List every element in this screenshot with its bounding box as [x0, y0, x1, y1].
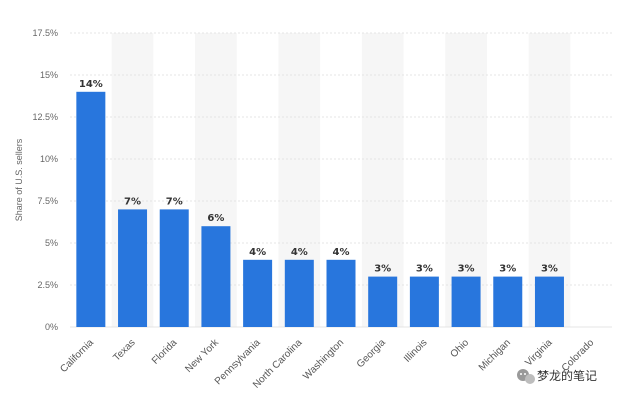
y-tick-label: 12.5% [32, 112, 58, 122]
bar-washington[interactable] [326, 259, 356, 327]
bar-georgia[interactable] [368, 276, 398, 327]
bar-virginia[interactable] [534, 276, 564, 327]
x-tick-label: Virginia [523, 337, 555, 369]
watermark-text: 梦龙的笔记 [537, 368, 597, 383]
x-tick-label: California [58, 337, 96, 375]
x-tick-label: Ohio [448, 337, 471, 360]
x-tick-label: Florida [150, 337, 180, 367]
watermark: 梦龙的笔记 [517, 368, 597, 384]
x-tick-label: Texas [111, 337, 137, 363]
bar-illinois[interactable] [409, 276, 439, 327]
bar-florida[interactable] [159, 209, 189, 327]
data-label: 4% [333, 247, 350, 258]
data-label: 4% [249, 247, 266, 258]
bar-north-carolina[interactable] [284, 259, 314, 327]
bar-california[interactable] [76, 91, 106, 327]
bar-new-york[interactable] [201, 226, 231, 327]
data-label: 4% [291, 247, 308, 258]
bar-pennsylvania[interactable] [243, 259, 273, 327]
x-tick-label: New York [183, 337, 221, 375]
bars [76, 91, 564, 327]
data-label: 7% [124, 196, 141, 207]
data-label: 7% [166, 196, 183, 207]
y-tick-label: 0% [45, 322, 58, 332]
y-axis-title: Share of U.S. sellers [14, 138, 24, 221]
wechat-icon [517, 369, 535, 384]
x-tick-label: Michigan [477, 337, 513, 373]
y-tick-label: 5% [45, 238, 58, 248]
bar-texas[interactable] [118, 209, 148, 327]
y-tick-label: 10% [40, 154, 58, 164]
data-label: 3% [499, 264, 516, 275]
data-label: 3% [416, 264, 433, 275]
y-tick-label: 17.5% [32, 28, 58, 38]
y-tick-label: 7.5% [37, 196, 58, 206]
x-tick-label: Illinois [402, 337, 429, 364]
data-label: 14% [79, 79, 103, 90]
data-label: 3% [374, 264, 391, 275]
y-axis-ticks: 0% 2.5% 5% 7.5% 10% 12.5% 15% 17.5% [32, 28, 58, 332]
data-labels: 14% 7% 7% 6% 4% 4% 4% 3% 3% 3% 3% 3% [79, 79, 558, 275]
bar-michigan[interactable] [493, 276, 523, 327]
x-tick-label: Washington [301, 337, 346, 382]
bar-ohio[interactable] [451, 276, 481, 327]
data-label: 3% [458, 264, 475, 275]
data-label: 3% [541, 264, 558, 275]
data-label: 6% [207, 213, 224, 224]
x-axis-labels: California Texas Florida New YorkPennsylvan… [58, 337, 596, 391]
y-tick-label: 2.5% [37, 280, 58, 290]
y-tick-label: 15% [40, 70, 58, 80]
x-tick-label: Georgia [355, 337, 388, 370]
